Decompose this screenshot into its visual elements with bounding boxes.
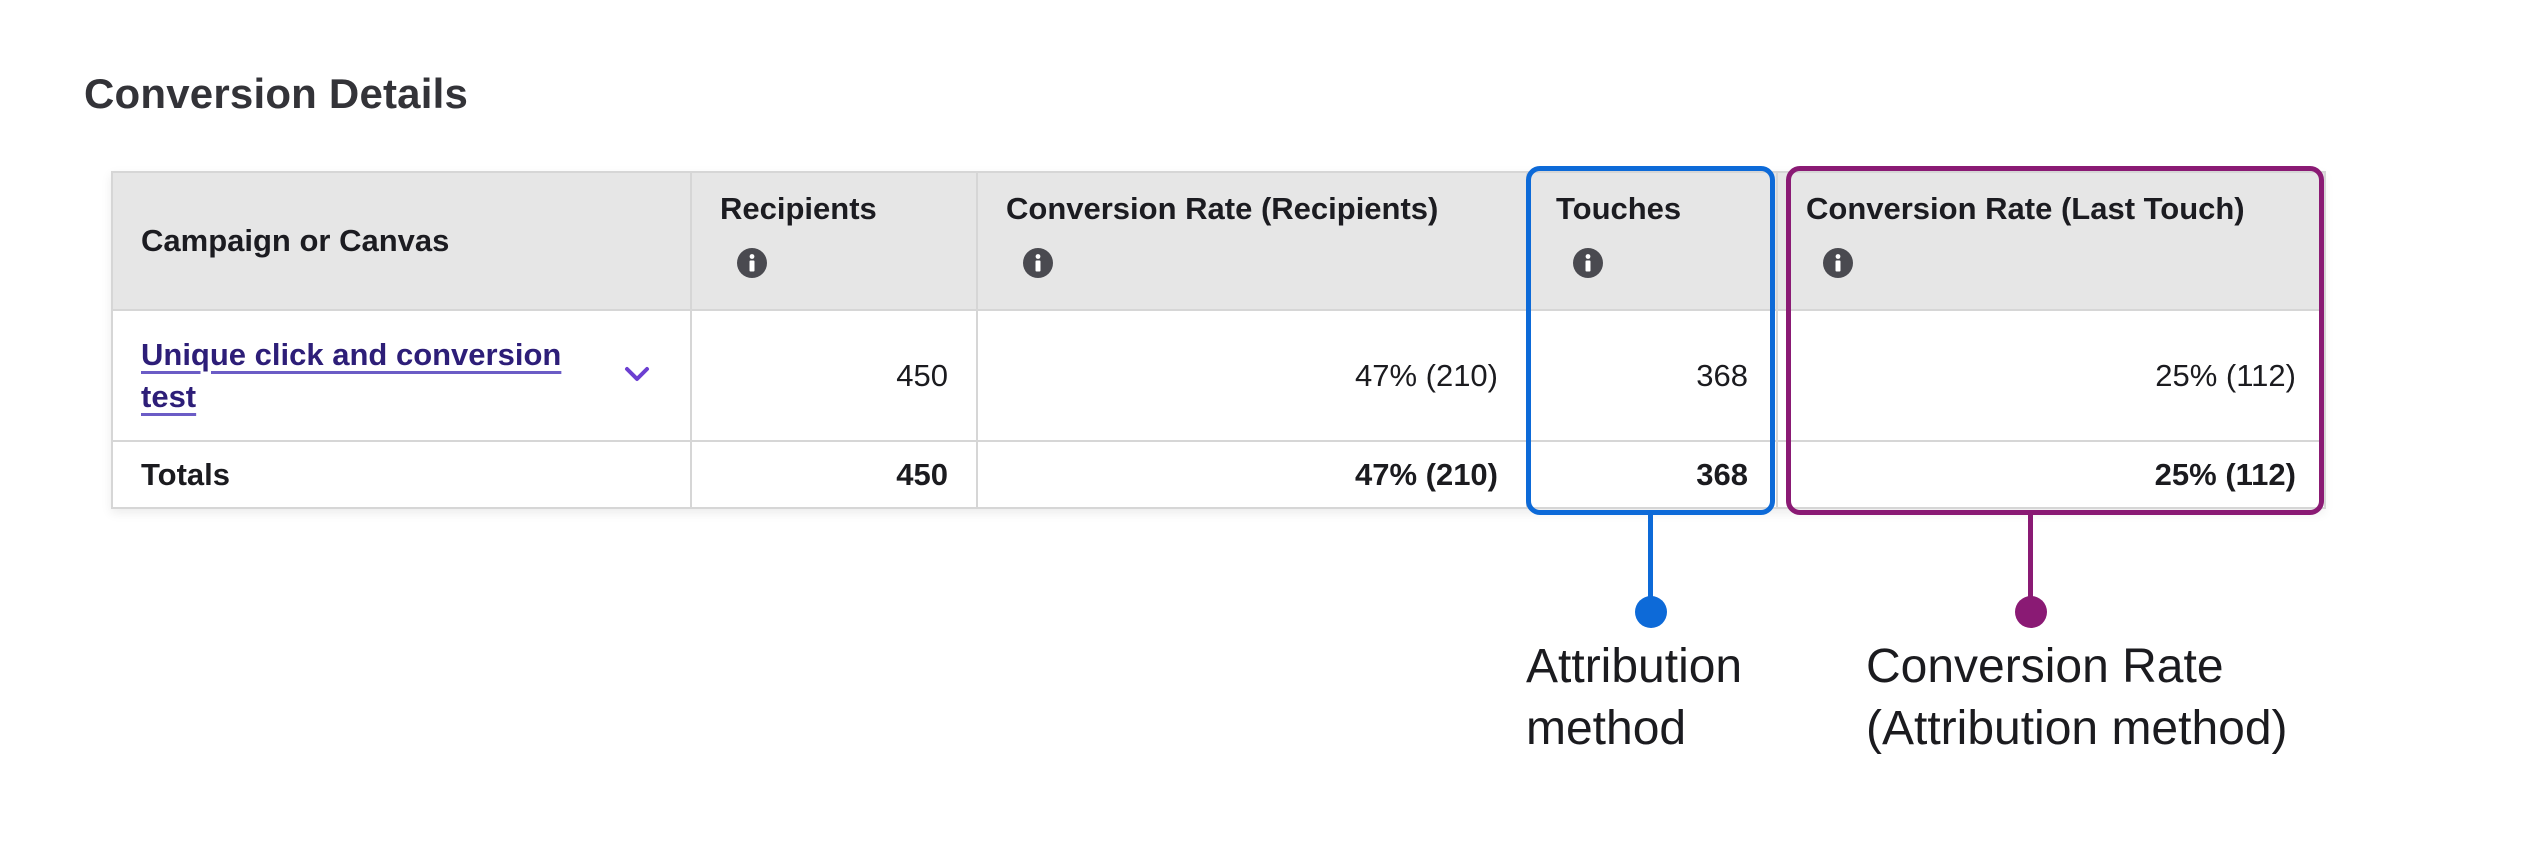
totals-touches-cell: 368 bbox=[1526, 440, 1778, 509]
info-icon[interactable] bbox=[1572, 247, 1604, 279]
touches-cell: 368 bbox=[1526, 309, 1778, 442]
column-header-label: Recipients bbox=[720, 191, 877, 226]
totals-row: Totals 450 47% (210) 368 25% (112) bbox=[111, 440, 2326, 509]
column-header-campaign[interactable]: Campaign or Canvas bbox=[111, 171, 692, 311]
column-header-label: Conversion Rate (Recipients) bbox=[1006, 191, 1439, 226]
annotation-line: (Attribution method) bbox=[1866, 702, 2288, 755]
conversion-rate-last-touch-cell: 25% (112) bbox=[1776, 309, 2326, 442]
column-header-conversion-rate-recipients[interactable]: Conversion Rate (Recipients) bbox=[976, 171, 1528, 311]
column-header-conversion-rate-last-touch[interactable]: Conversion Rate (Last Touch) bbox=[1776, 171, 2326, 311]
recipients-cell: 450 bbox=[690, 309, 978, 442]
column-header-label: Campaign or Canvas bbox=[141, 223, 450, 258]
column-header-label: Touches bbox=[1556, 191, 1682, 226]
totals-label: Totals bbox=[111, 440, 692, 509]
totals-recipients-cell: 450 bbox=[690, 440, 978, 509]
conversion-rate-highlight-frame bbox=[1786, 166, 2324, 515]
conversion-rate-annotation: Conversion Rate (Attribution method) bbox=[1866, 636, 2288, 760]
page-title: Conversion Details bbox=[84, 70, 469, 117]
column-header-touches[interactable]: Touches bbox=[1526, 171, 1778, 311]
conversion-details-table: Campaign or Canvas Recipients Conversion… bbox=[111, 171, 2326, 509]
attribution-callout-dot bbox=[1635, 596, 1667, 628]
annotation-line: Attribution bbox=[1526, 640, 1743, 693]
conversion-details-table-wrap: Campaign or Canvas Recipients Conversion… bbox=[111, 171, 2326, 509]
conversion-callout-dot bbox=[2015, 596, 2047, 628]
attribution-method-annotation: Attribution method bbox=[1526, 636, 1742, 760]
totals-conversion-rate-recipients-cell: 47% (210) bbox=[976, 440, 1528, 509]
campaign-name-cell: Unique click and conversion test bbox=[111, 309, 692, 442]
info-icon[interactable] bbox=[1022, 247, 1054, 279]
annotation-line: method bbox=[1526, 702, 1687, 755]
column-header-recipients[interactable]: Recipients bbox=[690, 171, 978, 311]
touches-highlight-frame bbox=[1526, 166, 1775, 515]
info-icon[interactable] bbox=[736, 247, 768, 279]
conversion-rate-recipients-cell: 47% (210) bbox=[976, 309, 1528, 442]
table-row: Unique click and conversion test 450 47%… bbox=[111, 309, 2326, 442]
chevron-down-icon[interactable] bbox=[624, 364, 650, 384]
campaign-link[interactable]: Unique click and conversion test bbox=[141, 336, 562, 414]
attribution-callout-line bbox=[1648, 514, 1653, 610]
table-header-row: Campaign or Canvas Recipients Conversion… bbox=[111, 171, 2326, 311]
annotation-line: Conversion Rate bbox=[1866, 640, 2224, 693]
info-icon[interactable] bbox=[1822, 247, 1854, 279]
column-header-label: Conversion Rate (Last Touch) bbox=[1806, 191, 2245, 226]
totals-conversion-rate-last-touch-cell: 25% (112) bbox=[1776, 440, 2326, 509]
conversion-callout-line bbox=[2028, 514, 2033, 610]
